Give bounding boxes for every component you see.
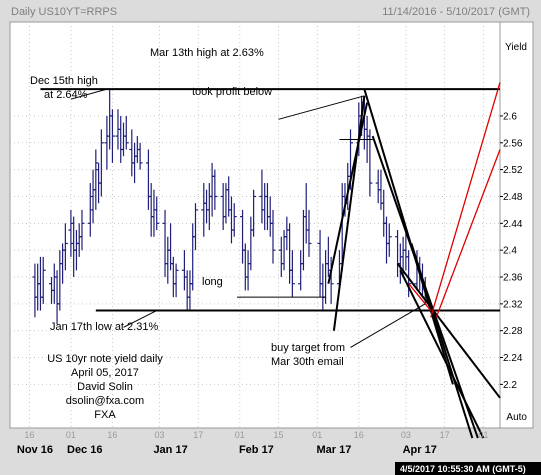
ohlc-bar	[109, 109, 115, 163]
ohlc-bar	[40, 256, 46, 304]
footnote-line-2: April 05, 2017	[71, 367, 139, 379]
y-tick-label: 2.32	[503, 299, 523, 310]
y-tick-label: 2.48	[503, 192, 523, 203]
grid-layer	[10, 22, 500, 428]
symbol-label: Daily US10YT=RRPS	[11, 6, 117, 18]
ohlc-bar	[154, 196, 160, 231]
x-day-tick-label: 16	[107, 430, 117, 440]
x-month-label: Jan 17	[153, 444, 187, 456]
annotation-mar13: Mar 13th high at 2.63%	[150, 47, 264, 59]
trendline-wedge-line-3	[396, 262, 501, 399]
x-month-label: Nov 16	[17, 444, 53, 456]
date-range: 11/14/2016 - 5/10/2017 (GMT)	[382, 6, 530, 18]
ohlc-bar	[251, 189, 257, 237]
ohlc-bar	[87, 183, 93, 237]
x-day-tick-label: 16	[354, 430, 364, 440]
y-axis-label: Yield	[505, 42, 527, 53]
ohlc-bar	[386, 223, 392, 257]
footnote-line-5: FXA	[94, 409, 116, 421]
ohlc-bar	[98, 129, 104, 197]
pointer-jan17	[123, 310, 157, 328]
ohlc-bar	[212, 169, 218, 210]
annotation-dec15-line2: at 2.64%	[44, 89, 88, 101]
x-day-tick-label: 01	[235, 430, 245, 440]
ohlc-bar	[68, 209, 74, 257]
ohlc-bar	[231, 203, 237, 237]
annotation-buy-target-line2: Mar 30th email	[271, 356, 344, 368]
pointer-mar13	[278, 95, 365, 120]
x-day-tick-label: 01	[312, 430, 322, 440]
auto-scale-label[interactable]: Auto	[506, 412, 527, 423]
x-month-label: Feb 17	[239, 444, 274, 456]
x-month-label: Apr 17	[403, 444, 437, 456]
y-tick-label: 2.28	[503, 326, 523, 337]
y-tick-label: 2.6	[503, 111, 517, 122]
y-tick-label: 2.36	[503, 273, 523, 284]
annotation-dec15-line1: Dec 15th high	[30, 75, 98, 87]
ohlc-bar	[289, 250, 295, 298]
target-lines	[408, 82, 501, 318]
pointer-dec15	[70, 88, 108, 100]
target-line-target-inner	[408, 283, 432, 311]
x-month-label: Mar 17	[316, 444, 351, 456]
ohlc-bar	[367, 129, 373, 197]
annotation-long: long	[202, 276, 223, 288]
y-axis-panel	[499, 21, 534, 429]
trend-lines	[40, 88, 501, 439]
ohlc-bar	[192, 203, 198, 251]
annotation-pointers	[70, 88, 426, 348]
x-day-tick-label: 03	[154, 430, 164, 440]
trendline-wedge-line-5	[410, 243, 474, 439]
timestamp-bar	[395, 462, 541, 475]
footnote-line-1: US 10yr note yield daily	[47, 353, 163, 365]
y-axis-ticks: 2.2 2.24 2.28 2.32 2.36 2.4 2.44 2.48 2.52 2.56 2.…	[500, 111, 523, 391]
x-day-tick-label: 17	[193, 430, 203, 440]
ohlc-bar	[270, 209, 276, 264]
pointer-buytarget	[350, 303, 426, 348]
y-tick-label: 2.56	[503, 138, 523, 149]
x-day-tick-label: 01	[478, 430, 488, 440]
y-tick-label: 2.2	[503, 380, 517, 391]
annotation-buy-target-line1: buy target from	[271, 342, 345, 354]
x-month-label: Dec 16	[67, 444, 102, 456]
ohlc-bar	[173, 263, 179, 298]
y-tick-label: 2.44	[503, 219, 523, 230]
target-line-target-upper	[430, 82, 501, 318]
x-day-tick-label: 17	[440, 430, 450, 440]
x-day-tick-label: 15	[274, 430, 284, 440]
ohlc-bar	[306, 209, 312, 257]
ohlc-bar	[137, 142, 143, 170]
annotation-jan17: Jan 17th low at 2.31%	[50, 321, 158, 333]
target-line-target-lower	[435, 149, 501, 318]
y-tick-label: 2.24	[503, 353, 523, 364]
trendline-wedge-line-4	[399, 269, 485, 439]
ohlc-bar	[62, 223, 68, 271]
x-axis-ticks: 16 01 16 03 17 01 15 01 16 03 17 01 Nov 16 Dec 16 Jan …	[17, 430, 489, 456]
x-day-tick-label: 01	[66, 430, 76, 440]
annotation-took-profit: took profit below	[192, 86, 272, 98]
ohlc-bar	[79, 209, 85, 251]
ohlc-bar	[123, 115, 129, 150]
footnote-line-4: dsolin@fxa.com	[66, 395, 144, 407]
trendline-channel-lower-fast	[327, 102, 369, 284]
x-day-tick-label: 03	[401, 430, 411, 440]
x-day-tick-label: 16	[24, 430, 34, 440]
timestamp: 4/5/2017 10:55:30 AM (GMT-5)	[400, 464, 526, 474]
footnote-line-3: David Solin	[77, 381, 133, 393]
y-tick-label: 2.4	[503, 246, 517, 257]
ohlc-bar	[93, 149, 99, 210]
y-tick-label: 2.52	[503, 165, 523, 176]
